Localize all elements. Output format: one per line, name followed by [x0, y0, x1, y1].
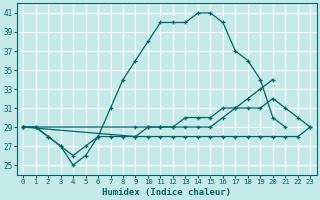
X-axis label: Humidex (Indice chaleur): Humidex (Indice chaleur) — [102, 188, 231, 197]
